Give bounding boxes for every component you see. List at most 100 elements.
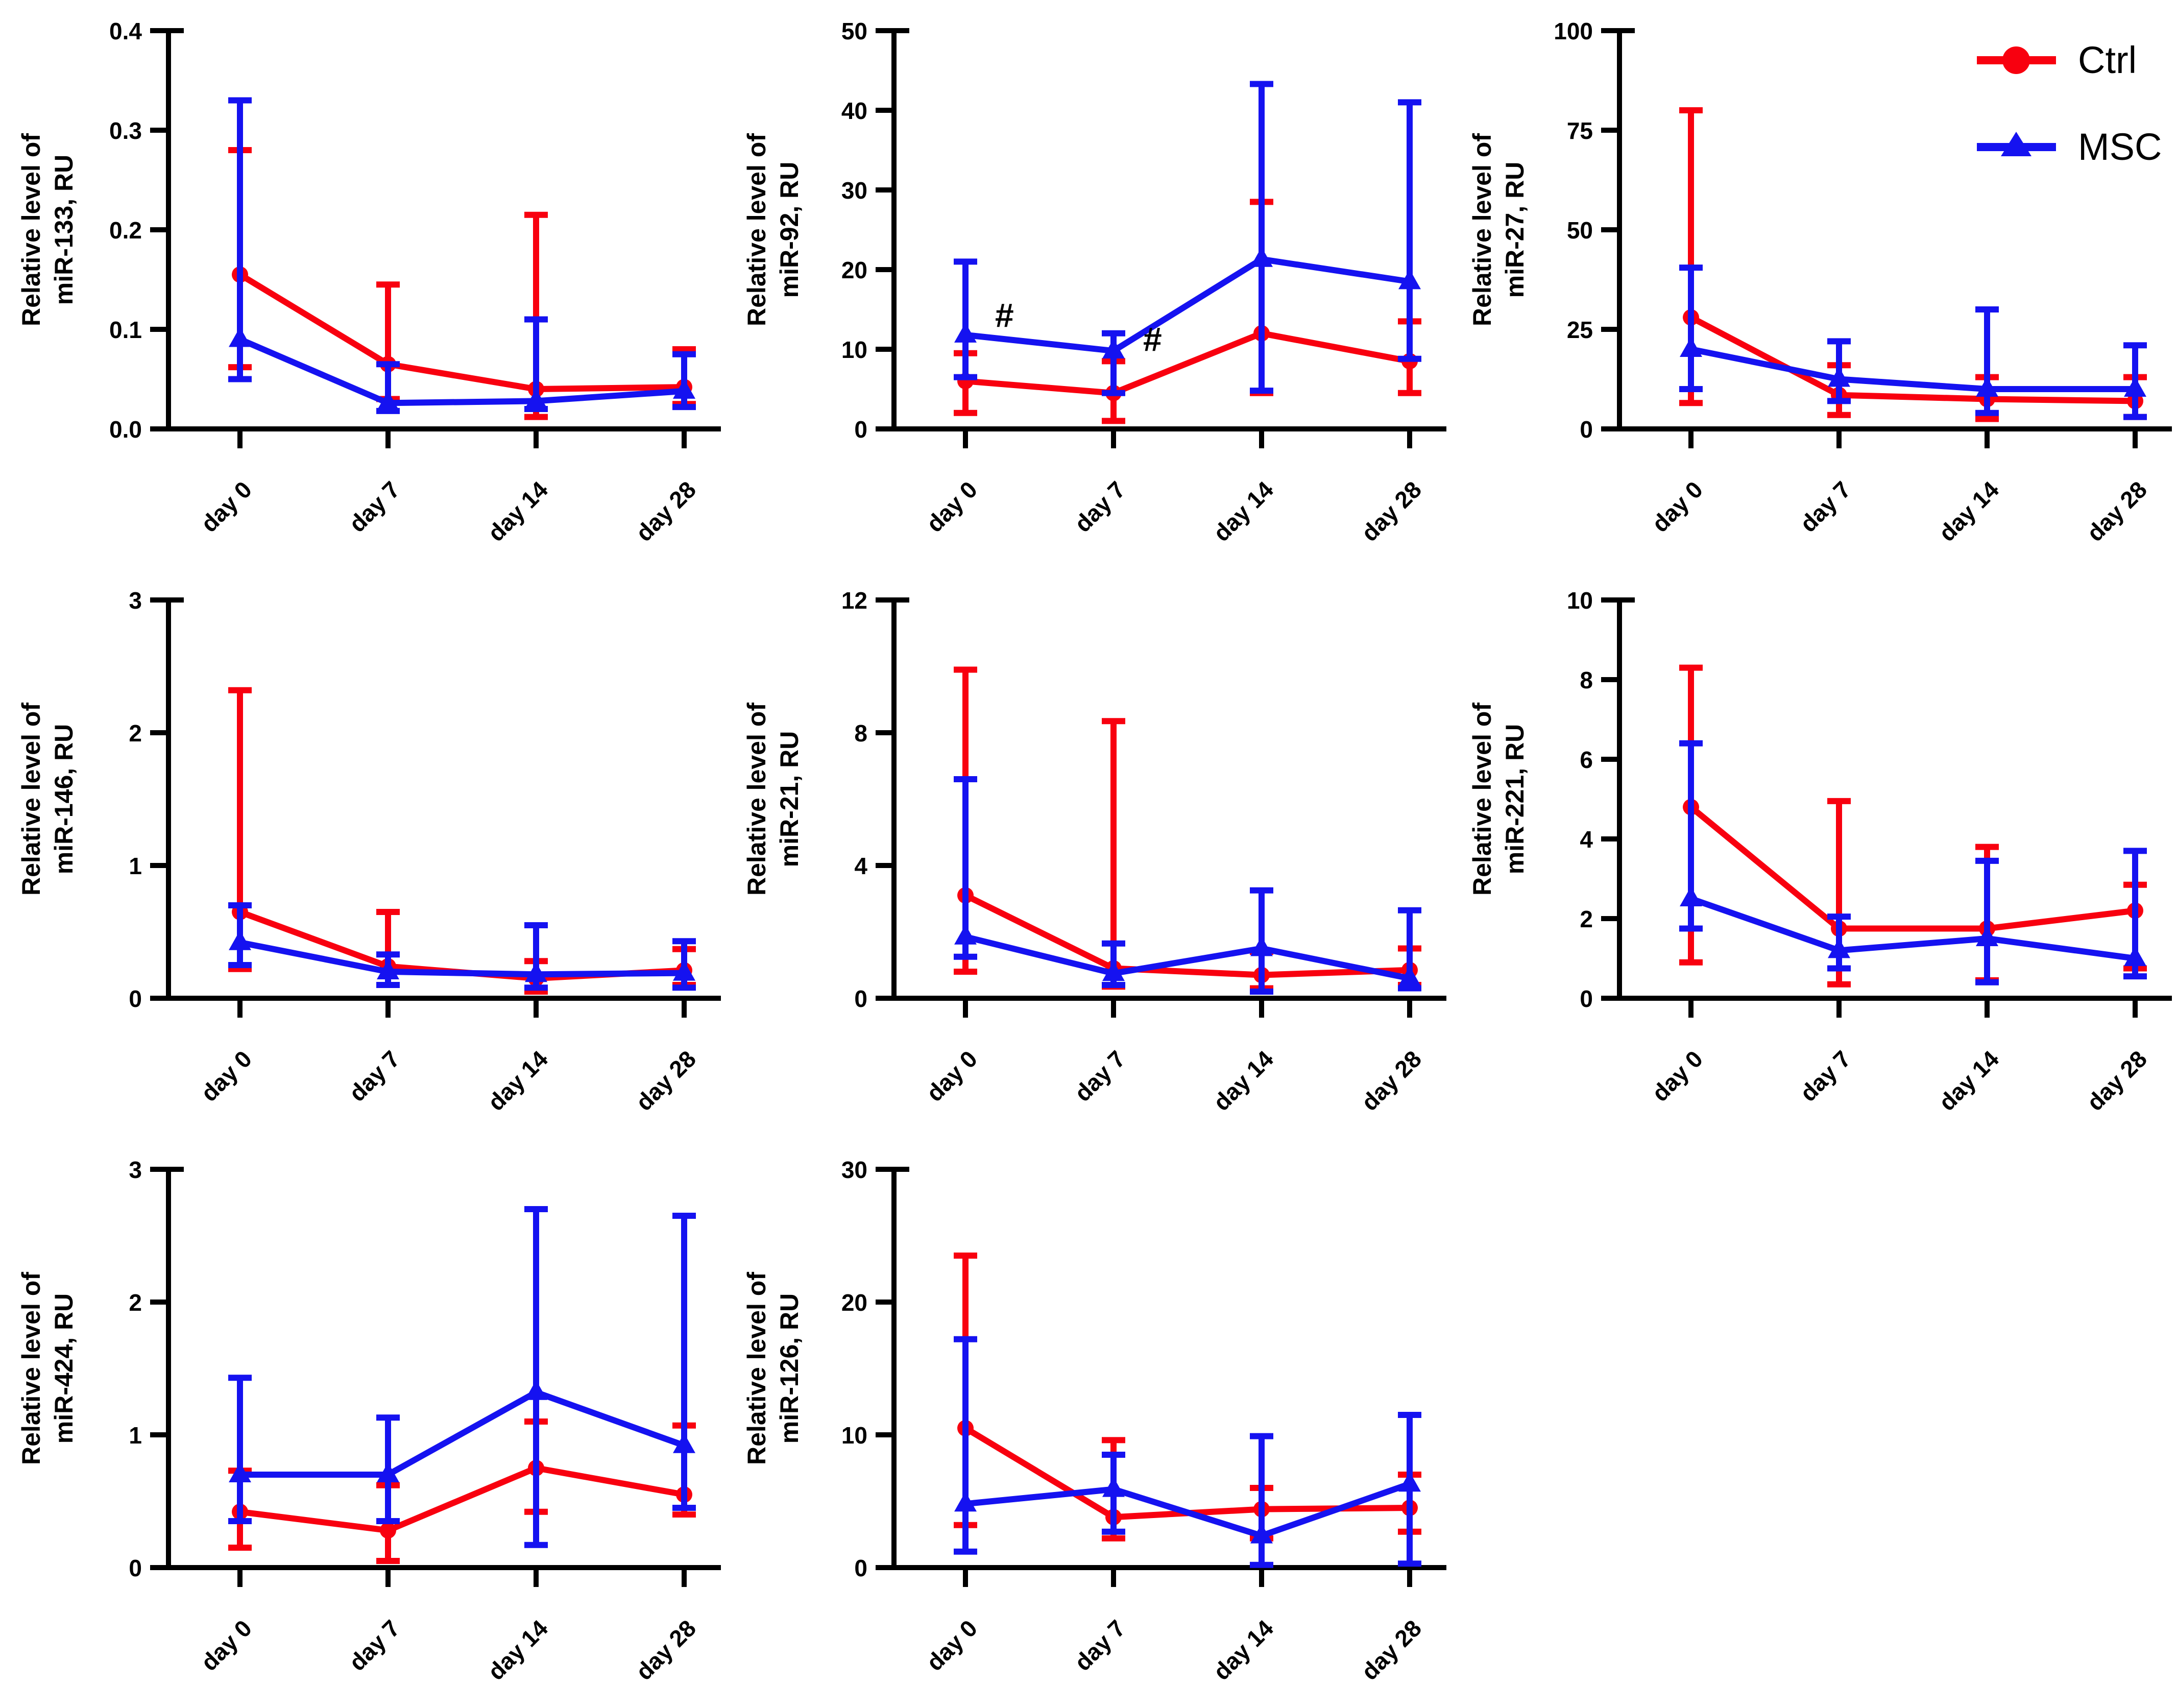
y-tick-label: 50 <box>841 18 867 44</box>
ctrl-legend-marker-icon <box>2002 46 2030 74</box>
legend-item-ctrl: Ctrl <box>1977 39 2137 81</box>
y-tick-label: 4 <box>1580 826 1593 853</box>
y-tick-label: 12 <box>841 587 867 614</box>
y-axis-label-line1: Relative level of <box>742 133 771 326</box>
x-tick-label: day 0 <box>196 476 257 537</box>
msc-series <box>954 81 1421 396</box>
y-axis-label-line1: Relative level of <box>17 1272 45 1465</box>
x-tick-label: day 28 <box>2082 1045 2152 1116</box>
y-axis <box>891 1167 909 1570</box>
ctrl-marker <box>380 1522 396 1539</box>
x-tick-label: day 7 <box>1069 1045 1130 1106</box>
msc-marker <box>229 1462 251 1482</box>
msc-marker <box>2124 946 2146 966</box>
panel-cell-mir-21: 0 4 8 12 day 0 day 7 day 14 day 28 Relative leve… <box>725 569 1451 1139</box>
y-axis-label-line2: miR-424, RU <box>50 1293 78 1444</box>
y-axis <box>1617 28 1635 431</box>
y-tick-label: 2 <box>1580 906 1593 932</box>
y-tick-label: 0 <box>1580 416 1593 443</box>
ctrl-series <box>954 199 1421 424</box>
msc-line <box>965 1481 1411 1539</box>
chart-miR-27: 0 25 50 75 100 day 0 day 7 day 14 day 28 Relative… <box>1468 18 2172 546</box>
y-axis <box>1617 597 1635 1001</box>
legend-label-msc: MSC <box>2078 126 2162 168</box>
ctrl-series <box>954 666 1421 992</box>
y-tick-label: 0.0 <box>109 416 142 443</box>
y-tick-label: 2 <box>129 720 142 747</box>
y-tick-label: 6 <box>1580 747 1593 773</box>
msc-marker <box>525 962 547 982</box>
ctrl-series <box>228 147 696 420</box>
y-axis-label-line2: miR-146, RU <box>50 724 78 875</box>
y-tick-label: 1 <box>129 1422 142 1449</box>
msc-marker <box>1976 377 1998 397</box>
panel-cell-mir-126: 0 10 20 30 day 0 day 7 day 14 day 28 Relative le… <box>725 1139 1451 1707</box>
x-tick-label: day 14 <box>1933 476 2004 546</box>
y-tick-label: 20 <box>841 1289 867 1316</box>
ctrl-line <box>238 909 685 981</box>
y-tick-label: 3 <box>129 587 142 614</box>
msc-marker <box>1250 1523 1273 1544</box>
chart-miR-21: 0 4 8 12 day 0 day 7 day 14 day 28 Relative leve… <box>742 587 1446 1116</box>
y-tick-label: 0.2 <box>109 217 142 244</box>
x-tick-label: day 0 <box>921 1615 982 1676</box>
msc-series <box>954 1336 1421 1568</box>
x-tick-label: day 14 <box>482 476 553 546</box>
y-axis-label-line2: miR-126, RU <box>775 1293 804 1444</box>
msc-marker <box>229 327 251 347</box>
legend: Ctrl MSC <box>1977 39 2162 168</box>
ctrl-line <box>964 893 1410 978</box>
x-tick-label: day 7 <box>344 1045 405 1106</box>
msc-line <box>965 256 1410 354</box>
ctrl-line <box>1689 804 2136 932</box>
x-tick-label: day 28 <box>631 1045 701 1116</box>
y-tick-label: 40 <box>841 98 867 124</box>
x-tick-label: day 28 <box>631 476 701 546</box>
y-tick-label: 10 <box>841 1422 867 1449</box>
x-tick-label: day 7 <box>1069 476 1130 537</box>
y-tick-label: 10 <box>1567 587 1593 614</box>
ctrl-series <box>228 1418 696 1564</box>
x-tick-label: day 7 <box>344 1615 405 1676</box>
x-tick-label: day 7 <box>1795 476 1856 537</box>
msc-marker <box>673 378 695 399</box>
msc-marker <box>1102 961 1125 981</box>
msc-marker <box>1102 339 1125 359</box>
significance-annotation: # <box>1143 320 1162 358</box>
x-tick-label: day 28 <box>631 1615 701 1685</box>
msc-legend-marker-icon <box>2001 132 2031 156</box>
y-axis-label-line1: Relative level of <box>742 1272 771 1465</box>
msc-marker <box>954 924 977 945</box>
y-axis <box>891 597 909 1001</box>
msc-marker <box>1250 936 1273 956</box>
msc-series <box>1679 740 2147 985</box>
y-axis-label-line1: Relative level of <box>17 703 45 896</box>
x-tick-label: day 0 <box>196 1045 257 1106</box>
y-axis-label-line1: Relative level of <box>17 133 45 326</box>
y-tick-label: 0.3 <box>109 117 142 144</box>
y-axis-label-line2: miR-27, RU <box>1501 162 1529 298</box>
msc-line <box>1690 346 2135 392</box>
msc-series <box>228 902 696 991</box>
msc-line <box>239 939 685 978</box>
ctrl-line <box>965 330 1411 396</box>
x-tick-label: day 14 <box>1933 1045 2004 1116</box>
msc-line <box>964 933 1411 981</box>
msc-marker <box>2124 377 2146 397</box>
msc-marker <box>525 1380 547 1400</box>
chart-miR-424: 0 1 2 3 day 0 day 7 day 14 day 28 Relative level… <box>17 1157 721 1685</box>
msc-series <box>228 1206 696 1548</box>
y-tick-label: 0.4 <box>109 18 142 44</box>
x-tick-label: day 28 <box>1356 476 1426 546</box>
x-tick-label: day 0 <box>1647 476 1708 537</box>
x-tick-label: day 0 <box>1647 1045 1708 1106</box>
x-tick-label: day 7 <box>344 476 405 537</box>
panel-cell-mir-92: 0 10 20 30 40 50 day 0 day 7 day 14 day 28 Relativ… <box>725 0 1451 569</box>
x-tick-label: day 28 <box>1356 1045 1426 1116</box>
msc-marker <box>377 959 399 979</box>
panel-cell-mir-146: 0 1 2 3 day 0 day 7 day 14 day 28 Relative level… <box>0 569 725 1139</box>
msc-line <box>1690 896 2136 961</box>
x-tick-label: day 14 <box>482 1045 553 1116</box>
y-tick-label: 20 <box>841 257 867 283</box>
x-tick-label: day 14 <box>1208 1615 1278 1685</box>
